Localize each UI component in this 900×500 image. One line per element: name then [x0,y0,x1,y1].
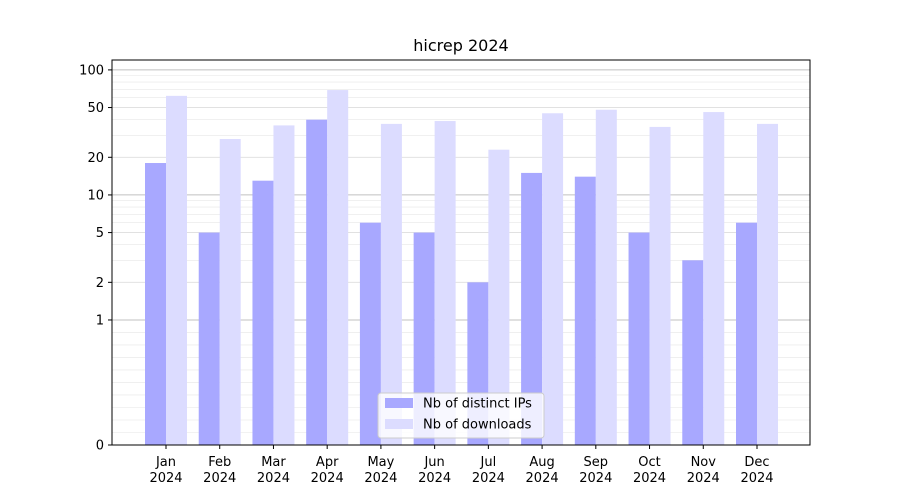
x-tick-label-year: 2024 [257,471,290,486]
bar-distinct-ips [306,119,328,446]
x-tick-label-month: Feb [208,455,231,470]
x-tick-label-year: 2024 [633,471,666,486]
x-tick-label-month: May [367,455,394,470]
x-tick-label-year: 2024 [203,471,236,486]
y-tick-label: 10 [87,188,104,203]
bar-distinct-ips [682,260,704,445]
y-tick-label: 50 [87,101,104,116]
x-tick-label-year: 2024 [418,471,451,486]
legend: Nb of distinct IPs Nb of downloads [377,392,545,439]
bar-downloads [595,109,617,445]
bar-downloads [757,123,778,445]
bar-distinct-ips [145,163,166,445]
legend-label: Nb of distinct IPs [423,397,532,412]
bar-distinct-ips [521,172,543,445]
bar-distinct-ips [736,222,757,445]
bar-downloads [703,112,725,445]
x-tick-label-month: Jun [423,455,444,470]
bar-distinct-ips [359,222,381,445]
x-tick-label-year: 2024 [149,471,182,486]
plot-area-frame [111,59,811,446]
bar-downloads [166,95,187,446]
x-tick-label-year: 2024 [526,471,559,486]
bar-downloads [380,123,402,445]
y-tick-label: 100 [79,63,104,78]
bar-downloads [434,121,456,446]
bars [145,90,778,446]
bar-distinct-ips [198,232,220,445]
x-tick-label-year: 2024 [472,471,505,486]
bar-distinct-ips [628,232,650,445]
bar-downloads [219,139,241,445]
x-tick-label-year: 2024 [687,471,720,486]
x-tick-label-month: Nov [691,455,717,470]
x-tick-label-month: Jul [480,455,497,470]
bar-distinct-ips [413,232,435,445]
legend-label: Nb of downloads [423,418,532,433]
bar-downloads [488,149,510,446]
bar-distinct-ips [574,176,596,445]
x-tick-label-month: Apr [316,455,339,470]
y-tick-label: 0 [96,439,104,454]
bar-downloads [649,126,671,446]
x-tick-label-month: Mar [261,455,286,470]
y-tick-label: 5 [96,226,104,241]
x-tick-label-year: 2024 [740,471,773,486]
bar-distinct-ips [252,180,274,445]
x-tick-label-month: Sep [584,455,609,470]
legend-swatch [385,419,413,429]
legend-swatch [385,398,413,408]
x-tick-label-year: 2024 [364,471,397,486]
x-tick-label-month: Jan [155,455,176,470]
x-tick-label-month: Dec [744,455,769,470]
x-tick-label-month: Oct [638,455,660,470]
y-tick-label: 2 [96,276,104,291]
x-tick-label-month: Aug [529,455,554,470]
x-axis: Jan2024Feb2024Mar2024Apr2024May2024Jun20… [149,445,774,486]
y-tick-label: 1 [96,313,104,328]
y-axis: 0 1 2 5 10 20 50 100 [79,63,112,454]
bar-downloads [273,125,295,445]
x-tick-label-year: 2024 [311,471,344,486]
bar-downloads [542,113,564,445]
y-tick-label: 20 [87,151,104,166]
bar-downloads [327,90,349,446]
chart-title: hicrep 2024 [413,36,508,55]
legend-box [377,392,545,439]
x-tick-label-year: 2024 [579,471,612,486]
